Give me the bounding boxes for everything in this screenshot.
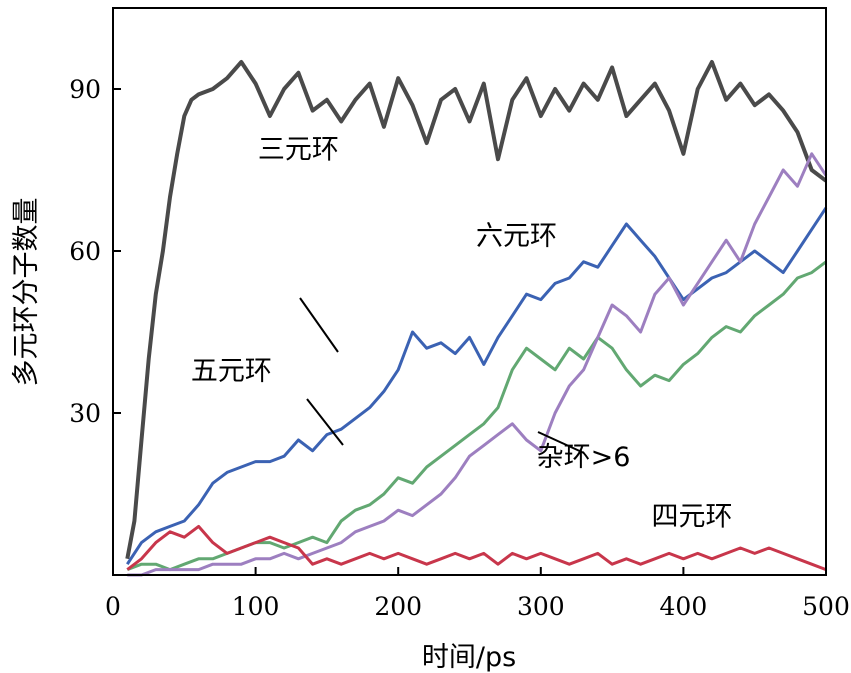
series-line-1 bbox=[125, 60, 828, 560]
series-line-2 bbox=[126, 206, 828, 566]
annotation-leader-line bbox=[306, 398, 344, 446]
x-tick-label: 300 bbox=[517, 592, 565, 621]
x-tick-label: 400 bbox=[660, 592, 708, 621]
x-tick-label: 100 bbox=[232, 592, 280, 621]
y-tick-label: 60 bbox=[69, 237, 101, 266]
axis-ticks: 0 100 200 300 400 500 30 60 90 bbox=[69, 75, 850, 621]
annotation-label: 杂环>6 bbox=[537, 442, 631, 473]
annotation-leader-line bbox=[537, 431, 585, 454]
x-tick-label: 500 bbox=[802, 592, 850, 621]
series-line-4 bbox=[127, 152, 828, 577]
series-line-5 bbox=[126, 524, 827, 572]
annotation-leader-line bbox=[299, 297, 339, 353]
annotation-label: 四元环 bbox=[651, 502, 732, 533]
annotation-leader-lines bbox=[299, 297, 585, 454]
plot-frame bbox=[112, 7, 827, 576]
series-lines bbox=[125, 60, 828, 577]
x-tick-label: 0 bbox=[105, 592, 121, 621]
annotation-label: 六元环 bbox=[476, 221, 557, 252]
y-axis-label: 多元环分子数量 bbox=[11, 198, 42, 387]
annotation-label: 五元环 bbox=[191, 356, 272, 387]
x-axis-label: 时间/ps bbox=[422, 642, 516, 673]
x-tick-label: 200 bbox=[374, 592, 422, 621]
y-tick-label: 90 bbox=[69, 75, 101, 104]
y-tick-label: 30 bbox=[69, 399, 101, 428]
annotation-label: 三元环 bbox=[258, 134, 339, 165]
